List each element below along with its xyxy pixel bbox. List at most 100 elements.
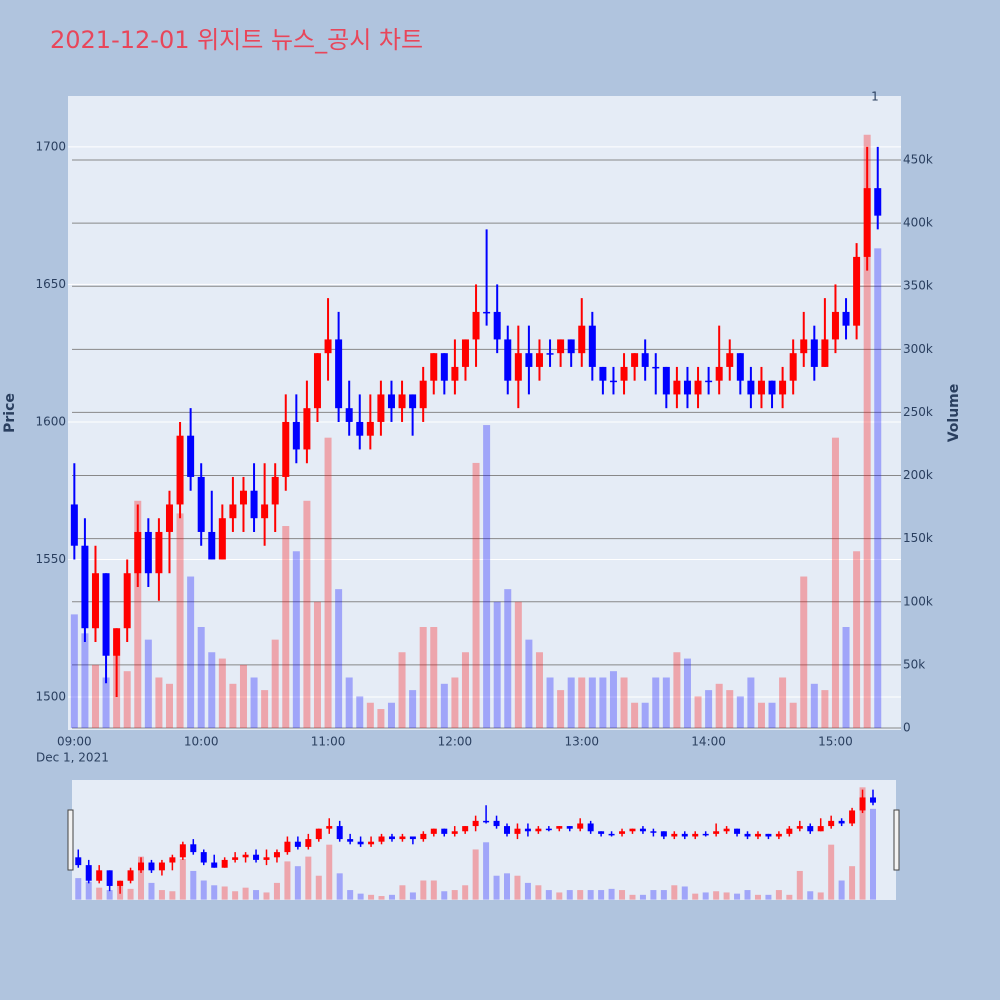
candle-body <box>263 857 270 860</box>
candle-body <box>208 531 216 560</box>
volume-bar <box>313 601 321 728</box>
candle-body <box>713 831 720 834</box>
x-tick-label: 14:00 <box>691 735 726 749</box>
y2-tick-label: 200k <box>903 468 933 482</box>
volume-bar <box>345 677 353 728</box>
volume-bar <box>736 696 744 728</box>
volume-bar <box>263 892 270 900</box>
volume-bar <box>525 639 533 728</box>
volume-bar <box>284 861 291 900</box>
candle-body <box>387 394 395 409</box>
candle-body <box>138 862 145 871</box>
candle-body <box>705 380 713 383</box>
volume-bar <box>726 690 734 728</box>
candle-body <box>734 828 741 834</box>
candle-body <box>620 366 628 381</box>
candle-body <box>821 339 829 367</box>
candle-body <box>461 339 469 367</box>
volume-bar <box>261 690 269 728</box>
candle-body <box>736 353 744 381</box>
candle-body <box>754 833 761 837</box>
candle-body <box>144 531 152 574</box>
candle-body <box>796 826 803 829</box>
candle-body <box>430 828 437 834</box>
range-handle-left[interactable] <box>67 809 74 871</box>
volume-bar <box>789 702 797 728</box>
candle-body <box>577 823 584 829</box>
candle-body <box>567 339 575 354</box>
volume-bar <box>744 890 751 900</box>
volume-bar <box>631 702 639 728</box>
volume-bar <box>144 639 152 728</box>
volume-bar <box>535 885 542 900</box>
volume-bar <box>451 677 459 728</box>
candle-body <box>347 839 354 842</box>
volume-bar <box>335 589 343 728</box>
range-handle-right[interactable] <box>893 809 900 871</box>
candle-body <box>419 380 427 409</box>
candle-body <box>619 831 626 834</box>
candle-body <box>493 820 500 827</box>
candle-body <box>430 353 438 381</box>
candle-body <box>557 339 565 354</box>
candle-body <box>662 366 670 395</box>
volume-bar <box>681 886 688 900</box>
candle-body <box>253 854 260 860</box>
candle-body <box>566 826 573 829</box>
volume-bar <box>91 664 99 728</box>
candle-body <box>817 826 824 832</box>
candle-body <box>91 573 99 629</box>
volume-bar <box>200 880 207 900</box>
volume-bar <box>608 888 615 900</box>
volume-bar <box>169 891 176 900</box>
volume-bar <box>556 892 563 900</box>
volume-bar <box>828 844 835 900</box>
volume-bar <box>779 677 787 728</box>
candle-body <box>96 870 103 881</box>
volume-bar <box>324 437 332 728</box>
candle-body <box>524 828 531 832</box>
candle-body <box>504 826 511 834</box>
volume-bar <box>546 677 554 728</box>
candle-body <box>660 831 667 837</box>
candle-body <box>608 833 615 836</box>
volume-bar <box>874 248 882 728</box>
volume-bar <box>662 677 670 728</box>
candle-body <box>863 188 871 257</box>
volume-bar <box>305 856 312 900</box>
volume-bar <box>388 894 395 900</box>
volume-bar <box>660 890 667 900</box>
candle-body <box>535 828 542 832</box>
y2-axis-title: Volume <box>946 384 962 443</box>
volume-bar <box>106 890 113 900</box>
candle-body <box>273 852 280 858</box>
volume-bar <box>250 677 258 728</box>
candle-body <box>838 820 845 824</box>
candle-body <box>673 380 681 395</box>
volume-bar <box>715 683 723 728</box>
candle-body <box>123 573 131 629</box>
candle-body <box>399 836 406 840</box>
volume-bar <box>493 875 500 900</box>
candle-body <box>652 366 660 369</box>
volume-bar <box>619 890 626 900</box>
range-slider[interactable] <box>72 780 896 900</box>
candle-body <box>694 380 702 395</box>
volume-bar <box>775 890 782 900</box>
volume-bar <box>273 882 280 900</box>
volume-bar <box>190 870 197 900</box>
chart-title: 2021-12-01 위지트 뉴스_공시 차트 <box>50 26 423 54</box>
candle-body <box>335 339 343 409</box>
volume-bar <box>357 893 364 900</box>
candle-body <box>200 852 207 863</box>
candle-body <box>326 826 333 829</box>
volume-bar <box>577 890 584 900</box>
candle-body <box>368 841 375 845</box>
candle-body <box>113 628 121 656</box>
volume-bar <box>557 690 565 728</box>
candle-body <box>127 870 134 881</box>
candle-body <box>261 504 269 519</box>
volume-bar <box>504 873 511 900</box>
candle-body <box>765 833 772 837</box>
